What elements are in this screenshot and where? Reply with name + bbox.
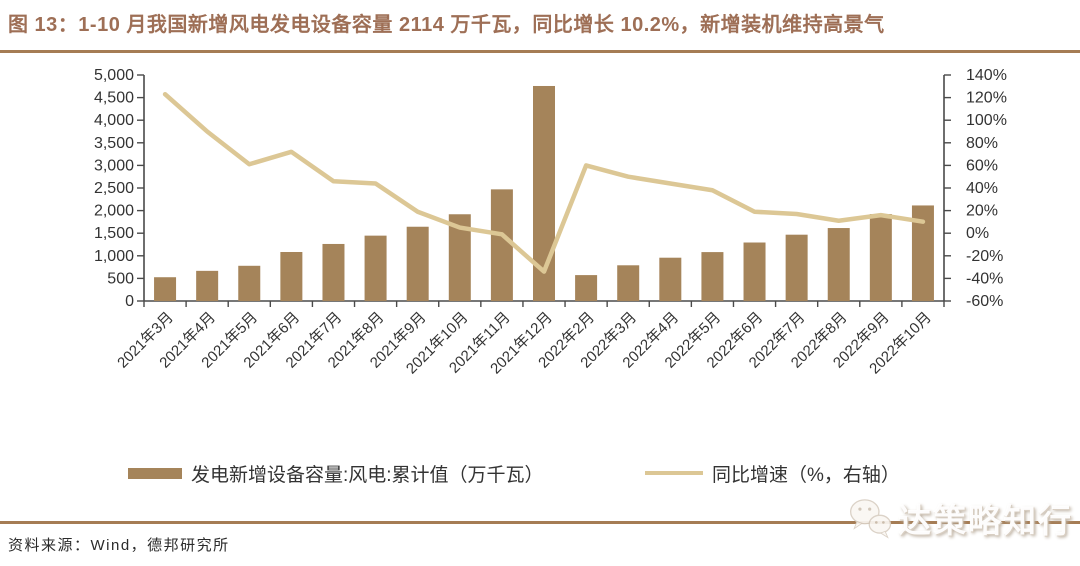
right-axis-tick-label: 0% [966,225,989,242]
left-axis-tick-label: 3,500 [94,135,134,152]
chart-canvas: 0 500 1,000 1,500 2,000 2,500 3,000 3,500 4,000 4… [94,67,1007,377]
right-axis-tick-label: -40% [966,270,1003,287]
right-axis-tick-label: -20% [966,248,1003,265]
bar [617,265,640,301]
bar [322,243,345,301]
bar [533,85,555,301]
right-axis-tick-label: 80% [966,135,998,152]
left-axis-tick-label: 4,000 [94,112,134,129]
bar [827,228,850,301]
bar [911,205,934,301]
left-axis-tick-label: 1,500 [94,225,134,242]
bar-series-label: 发电新增设备容量:风电:累计值（万千瓦） [191,464,544,486]
right-axis-tick-label: -60% [966,293,1003,310]
footer-divider [0,521,1080,524]
growth-line [162,91,926,274]
left-axis-tick-label: 2,500 [94,180,134,197]
legend-item-bar-series: 发电新增设备容量:风电:累计值（万千瓦） [128,460,544,486]
left-axis-tick-label: 4,500 [94,90,134,107]
right-axis-tick-label: 40% [966,180,998,197]
bar [490,189,513,301]
right-axis-tick-label: 100% [966,112,1007,129]
bar [575,275,598,301]
bar-series-swatch [128,467,182,479]
left-axis-tick-label: 0 [125,293,134,310]
right-axis-tick-label: 140% [966,67,1007,84]
wechat-icon [849,499,892,539]
bar [869,214,892,301]
line-series-label: 同比增速（%，右轴） [712,464,900,486]
bar [238,265,261,301]
left-axis-tick-label: 3,000 [94,157,134,174]
bar [785,234,808,301]
left-axis-tick-label: 5,000 [94,67,134,84]
wind-capacity-chart: 0 500 1,000 1,500 2,000 2,500 3,000 3,500 4,000 4… [94,67,1007,377]
line-series-swatch [645,471,703,475]
figure-title: 图 13：1-10 月我国新增风电发电设备容量 2114 万千瓦，同比增长 10… [8,14,885,36]
bar [743,242,766,301]
bar [154,277,177,301]
bar [196,270,219,301]
bar [448,214,471,301]
left-axis-tick-label: 500 [107,270,134,287]
left-axis-tick-label: 1,000 [94,248,134,265]
chart-legend: 发电新增设备容量:风电:累计值（万千瓦） 同比增速（%，右轴） [0,460,1080,486]
bar [364,235,387,301]
brand-watermark: 达策略知行 [848,490,1073,546]
title-divider [0,50,1080,53]
bar [659,257,682,301]
watermark-text: 达策略知行 [898,502,1073,539]
right-axis-tick-label: 20% [966,203,998,220]
legend-item-line-series: 同比增速（%，右轴） [645,460,900,486]
right-axis-tick-label: 120% [966,90,1007,107]
right-axis-tick-label: 60% [966,157,998,174]
source-note: 资料来源：Wind，德邦研究所 [8,537,230,554]
left-axis-tick-label: 2,000 [94,203,134,220]
bar [406,226,429,301]
bar [701,252,724,301]
bar [280,252,303,301]
